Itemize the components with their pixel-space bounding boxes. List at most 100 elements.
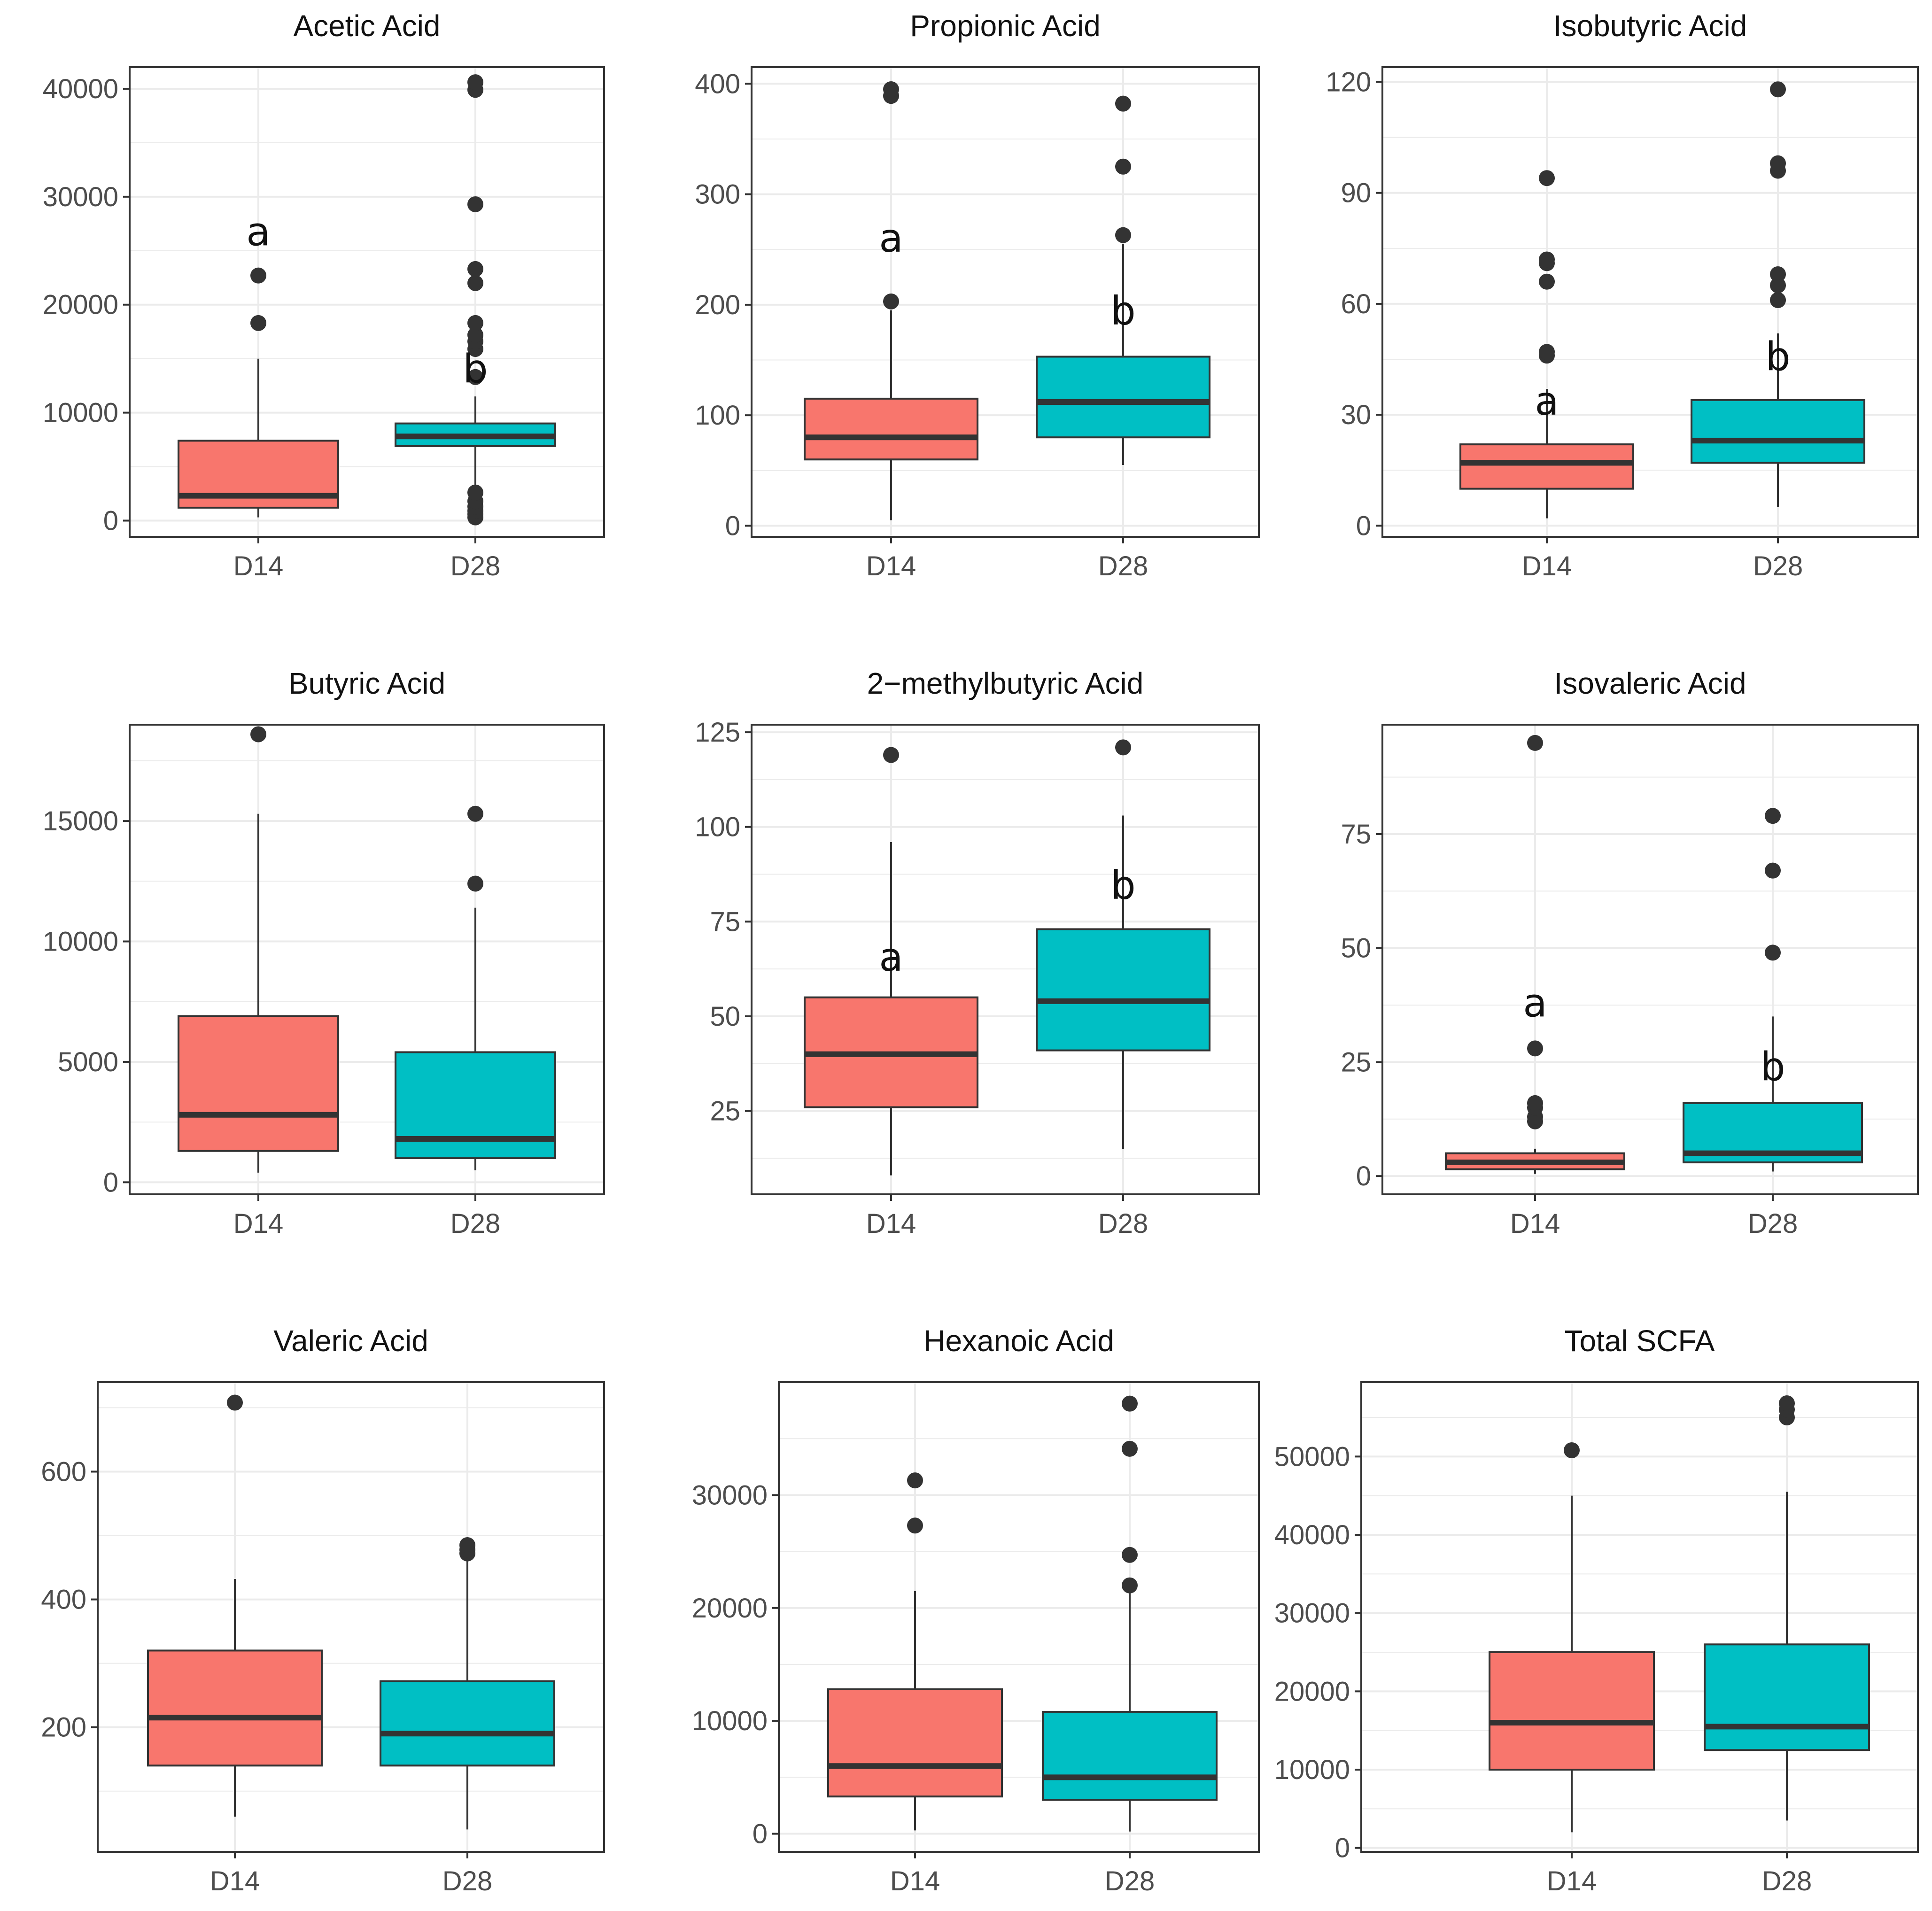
box-D14 [1489,1442,1655,1833]
y-tick-label: 30000 [43,182,118,212]
outlier-point [1539,273,1555,290]
outlier-point [1122,1395,1138,1412]
x-tick-label: D28 [450,551,500,581]
panel-frame [129,724,605,1195]
y-tick-label: 60 [1341,289,1371,319]
panel-title: Isobutyric Acid [1553,9,1747,43]
y-tick-label: 300 [695,179,740,210]
x-tick-label: D14 [1547,1866,1597,1896]
box-D14 [178,267,339,518]
x-tick-label: D28 [1105,1866,1155,1896]
x-tick-label: D14 [1510,1208,1560,1239]
y-tick-label: 0 [103,1167,118,1198]
y-tick-label: 40000 [1274,1520,1350,1550]
box-D14 [147,1394,323,1817]
box-iqr [178,1015,339,1152]
significance-letter: a [246,209,270,255]
y-tick-label: 120 [1326,67,1371,97]
panel-frame [97,1381,605,1853]
outlier-point [1770,81,1786,98]
outlier-point [1770,277,1786,294]
outlier-point [467,261,483,277]
y-tick-label: 0 [103,506,118,536]
y-tick-label: 50 [1341,933,1371,964]
y-tick-label: 400 [41,1585,86,1615]
outlier-point [883,293,899,309]
panel-title: Valeric Acid [273,1324,428,1358]
y-tick-label: 20000 [43,290,118,320]
outlier-point [1539,170,1555,186]
panel-background [752,67,1259,537]
box-D14 [827,1472,1003,1831]
panel-title: Hexanoic Acid [923,1324,1114,1358]
x-tick-label: D28 [442,1866,492,1896]
x-tick-label: D28 [1762,1866,1812,1896]
box-D28 [1691,81,1865,508]
box-D14 [1459,170,1634,518]
y-tick-label: 30 [1341,400,1371,430]
outlier-point [1122,1440,1138,1457]
x-tick-label: D14 [210,1866,260,1896]
box-D14 [178,726,339,1173]
x-tick-label: D14 [890,1866,940,1896]
y-tick-label: 10000 [43,927,118,957]
outlier-point [467,327,483,343]
y-tick-label: 5000 [58,1047,118,1077]
outlier-point [1765,808,1781,824]
box-D28 [395,74,556,526]
box-iqr [827,1688,1003,1798]
outlier-point [250,726,266,743]
x-tick-label: D14 [866,1208,916,1239]
x-tick-label: D14 [866,551,916,581]
outlier-point [1115,227,1131,243]
panel-background [1361,1382,1918,1852]
y-tick-label: 20000 [692,1593,768,1624]
y-tick-label: 0 [753,1819,768,1849]
box-D28 [1036,95,1210,465]
panel-1: 0 10000 20000 30000 40000 a b D14 D28 Acetic Acid [43,9,605,581]
outlier-point [467,74,483,91]
outlier-point [1527,1040,1543,1057]
box-iqr [395,1051,556,1160]
y-tick-label: 600 [41,1456,86,1487]
outlier-point [250,267,266,284]
x-tick-label: D14 [233,551,283,581]
y-tick-label: 75 [1341,819,1371,850]
significance-letter: a [879,934,903,980]
box-D28 [395,805,556,1170]
significance-letter: b [1765,334,1790,380]
y-tick-label: 40000 [43,74,118,104]
y-tick-label: 0 [1356,511,1371,541]
box-iqr [1489,1651,1655,1771]
box-iqr [1036,928,1210,1052]
outlier-point [1765,944,1781,961]
y-tick-label: 100 [695,400,740,431]
x-tick-label: D14 [1522,551,1572,581]
outlier-point [1770,155,1786,171]
outlier-point [1564,1442,1580,1458]
x-tick-label: D28 [1098,1208,1148,1239]
box-D28 [1683,808,1863,1172]
outlier-point [883,747,899,763]
outlier-point [1527,1095,1543,1111]
panel-background [98,1382,604,1852]
significance-letter: b [463,346,488,392]
outlier-point [467,805,483,822]
box-iqr [1691,399,1865,464]
panel-6: 0 25 50 75 a b D14 D28 Isovaleric Acid [1341,666,1919,1239]
outlier-point [1115,158,1131,175]
y-tick-label: 15000 [43,806,118,836]
box-D14 [804,81,978,520]
x-tick-label: D28 [1098,551,1148,581]
box-D14 [804,747,978,1176]
significance-letter: a [1535,378,1559,424]
panel-title: 2−methylbutyric Acid [867,666,1144,700]
y-tick-label: 0 [1335,1833,1350,1864]
outlier-point [1539,344,1555,360]
box-D28 [380,1537,555,1830]
y-tick-label: 75 [710,906,740,937]
outlier-point [907,1472,923,1489]
outlier-point [467,196,483,212]
y-tick-label: 10000 [692,1706,768,1736]
outlier-point [1122,1547,1138,1563]
